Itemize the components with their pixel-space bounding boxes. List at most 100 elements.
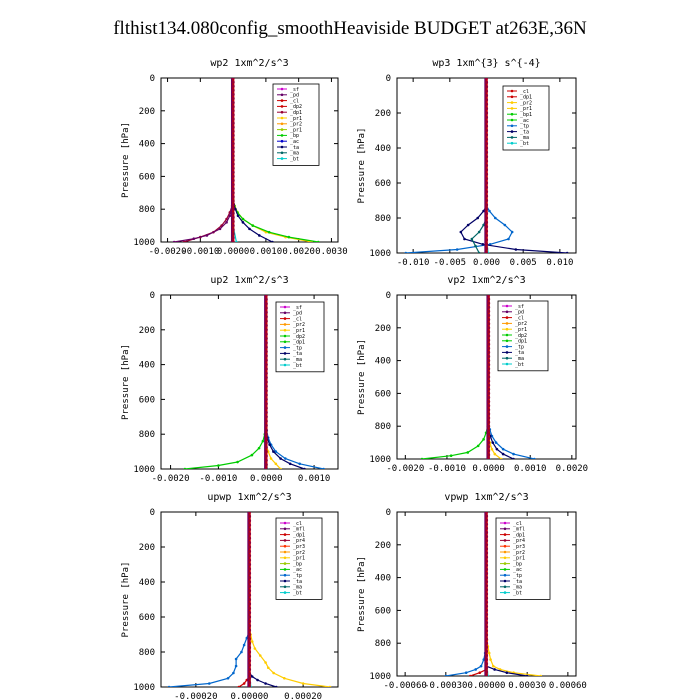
legend-label: _pr1 — [515, 327, 527, 333]
zero-profile-point — [484, 592, 489, 596]
zero-profile-point — [484, 155, 489, 159]
legend-box — [272, 83, 320, 166]
series-point — [284, 457, 287, 460]
series-point — [217, 464, 220, 467]
legend-marker — [280, 105, 284, 108]
zero-profile-point — [264, 297, 268, 301]
zero-profile-point — [247, 584, 252, 588]
legend-marker — [280, 128, 284, 131]
zero-profile-point — [247, 558, 252, 562]
zero-profile-point — [484, 580, 489, 584]
zero-profile-point — [486, 354, 491, 359]
zero-profile-point — [484, 645, 489, 649]
series-point — [272, 450, 275, 453]
legend-marker — [510, 141, 514, 145]
legend-label: _dp2 — [293, 334, 305, 340]
zero-profile-point — [231, 117, 235, 121]
zero-profile-point — [486, 387, 491, 391]
zero-profile-point — [484, 621, 489, 625]
zero-profile-point — [264, 371, 268, 375]
series-point — [241, 221, 245, 224]
legend-label: _pd — [290, 93, 299, 99]
zero-profile-point — [247, 593, 252, 597]
y-tick-label: 1000 — [369, 249, 391, 259]
zero-profile-point — [486, 428, 491, 432]
legend-label: _mfl — [293, 527, 305, 533]
y-tick-label: 200 — [139, 107, 155, 117]
zero-profile-point — [484, 163, 489, 168]
x-tick-label: -0.00020 — [174, 692, 217, 700]
zero-profile-point — [264, 419, 268, 423]
series-point — [218, 227, 222, 231]
legend-marker — [503, 585, 507, 589]
zero-profile-point — [231, 207, 235, 211]
legend-marker — [283, 334, 287, 338]
series-point — [478, 671, 482, 675]
zero-profile-point — [486, 350, 491, 354]
panel-1: wp2 1xm^2/s^3 0 200 400 600 800 1000-0.0020-0.… — [121, 58, 348, 257]
series-group — [404, 78, 569, 253]
zero-profile-point — [264, 450, 268, 454]
zero-profile-point — [231, 215, 235, 219]
zero-profile-point — [247, 681, 252, 685]
legend-label: _pr1 — [293, 556, 305, 562]
series-point — [258, 234, 261, 237]
legend-marker — [283, 328, 287, 332]
zero-profile-point — [484, 608, 489, 613]
x-tick-label: 0.0010 — [298, 474, 331, 484]
panel-title: up2 1xm^2/s^3 — [210, 275, 288, 286]
series-point — [489, 658, 492, 661]
series-point — [288, 462, 292, 466]
series-point — [501, 447, 505, 451]
zero-profile-point — [484, 216, 489, 220]
panel-title: vpwp 1xm^2/s^3 — [444, 492, 528, 503]
zero-profile-point — [247, 532, 252, 536]
series-point — [476, 444, 480, 448]
zero-profile-point — [484, 111, 489, 115]
series-group — [172, 78, 320, 242]
series-point — [481, 242, 485, 246]
zero-profile-point — [486, 408, 491, 412]
zero-profile-point — [264, 332, 268, 336]
legend-label: _ma — [515, 356, 524, 362]
series-point — [464, 671, 468, 675]
zero-profile-point — [484, 124, 489, 128]
x-tick-label: -0.005 — [434, 258, 467, 268]
panel-title: wp2 1xm^2/s^3 — [210, 58, 288, 69]
y-tick-label: 0 — [386, 74, 391, 84]
zero-profile-point — [484, 212, 489, 216]
legend-marker — [510, 89, 514, 93]
zero-profile-point — [484, 543, 489, 547]
legend-label: _dp1 — [515, 339, 527, 345]
zero-profile-point — [486, 297, 491, 301]
zero-profile-point — [247, 554, 252, 558]
zero-profile-point — [247, 519, 252, 523]
legend: _sf_pd_cl_dp2_dp1_pr1_pr2_pr1_bp_ac_ta_m… — [272, 83, 320, 166]
legend-label: _ma — [290, 151, 299, 157]
zero-profile-point — [247, 676, 252, 680]
zero-profile-point — [486, 400, 491, 404]
zero-profile-point — [231, 92, 235, 96]
x-tick-label: 0.0030 — [315, 247, 348, 257]
legend-marker — [503, 568, 507, 571]
series-point — [525, 674, 529, 676]
zero-profile-point — [484, 559, 489, 563]
zero-profile-point — [484, 177, 489, 181]
zero-profile-point — [231, 150, 235, 154]
panel-5: upwp 1xm^2/s^3 0 200 400 600 800 1000 -0.00020 0… — [121, 492, 339, 700]
zero-profile-point — [231, 240, 235, 242]
zero-profile-point — [484, 649, 489, 654]
y-tick-label: 200 — [375, 324, 391, 334]
series-point — [479, 664, 483, 668]
series-point — [261, 439, 265, 443]
series-point — [253, 647, 257, 650]
zero-profile-point — [231, 88, 235, 92]
series-point — [274, 462, 278, 466]
zero-profile-point — [484, 142, 489, 146]
legend-label: _sf — [290, 87, 299, 93]
series-line-ta — [249, 672, 277, 687]
zero-profile-point — [264, 389, 268, 393]
series-point — [503, 223, 507, 227]
legend-label: _bt — [293, 590, 302, 596]
zero-profile-point — [484, 251, 489, 253]
